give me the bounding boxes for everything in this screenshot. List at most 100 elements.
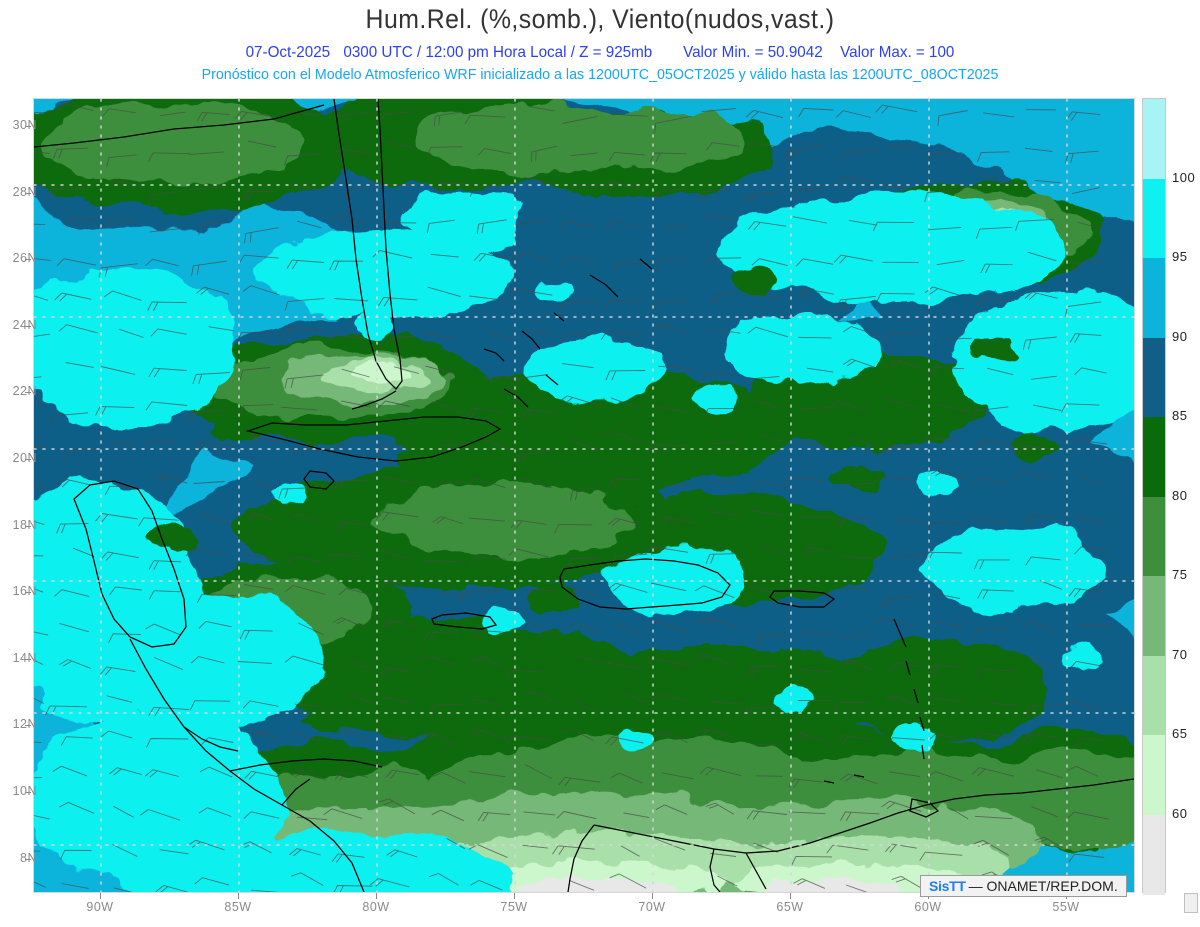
wind-barb <box>148 152 190 162</box>
wind-barb <box>333 885 373 892</box>
wind-barb <box>980 263 1013 274</box>
wind-barb <box>99 666 136 676</box>
wind-barb <box>717 875 738 887</box>
wind-barb <box>747 326 789 338</box>
wind-barb <box>242 553 273 560</box>
latitude-label-10n: 10N <box>12 784 37 798</box>
wind-barb <box>286 259 324 270</box>
coastlines <box>34 99 1134 892</box>
wind-barb <box>34 881 46 888</box>
wind-barb <box>430 253 459 258</box>
wind-barb <box>194 513 231 526</box>
wind-barb <box>572 699 593 711</box>
forecast-utc-time: 0300 UTC <box>343 44 413 61</box>
wind-barb <box>289 848 321 857</box>
longitude-tick <box>652 893 653 899</box>
wind-barb <box>34 223 46 226</box>
wind-barb <box>208 326 234 332</box>
wind-barb <box>196 111 230 122</box>
wind-barb <box>100 730 133 739</box>
wind-barb <box>332 617 364 628</box>
wind-barb <box>505 735 549 745</box>
wind-barb <box>886 737 925 747</box>
wind-barb <box>239 367 271 381</box>
wind-barb <box>53 147 88 159</box>
wind-barb <box>284 655 327 667</box>
wind-barb <box>611 113 648 117</box>
wind-barb <box>755 775 783 777</box>
wind-barb <box>788 811 826 815</box>
wind-barb <box>936 259 965 266</box>
wind-barb <box>185 548 226 557</box>
wind-barb <box>34 777 43 779</box>
wind-barb <box>977 151 1010 162</box>
wind-barb <box>842 483 872 485</box>
wind-barb <box>881 596 918 609</box>
wind-barb <box>1023 515 1057 525</box>
wind-barb <box>787 144 823 162</box>
wind-barb <box>1072 438 1108 445</box>
wind-barb <box>1027 251 1057 262</box>
wind-barb <box>1025 704 1059 716</box>
wind-barb <box>201 737 234 746</box>
wind-barb <box>515 220 547 226</box>
wind-barb <box>347 693 374 705</box>
wind-barb <box>376 511 419 521</box>
wind-barb <box>705 553 737 564</box>
wind-barb <box>148 190 183 206</box>
wind-barb <box>34 631 49 636</box>
wind-barb <box>975 733 1012 742</box>
wind-barb <box>145 258 179 267</box>
wind-barb <box>1014 470 1053 479</box>
wind-barb <box>562 363 594 369</box>
wind-barb <box>553 523 593 534</box>
wind-barb <box>568 185 601 196</box>
wind-barb <box>694 585 735 599</box>
latitude-tick <box>25 259 31 261</box>
latitude-label-12n: 12N <box>12 717 37 732</box>
wind-barb <box>849 436 876 447</box>
wind-barb <box>424 401 465 414</box>
latitude-label-20n: 20N <box>12 451 37 465</box>
wind-barb <box>59 622 90 633</box>
wind-barb <box>842 358 875 368</box>
wind-barb <box>34 401 44 405</box>
wind-barb <box>185 410 226 423</box>
latitude-tick <box>25 525 31 527</box>
colorbar[interactable] <box>1142 98 1166 895</box>
wind-barb <box>1074 546 1110 555</box>
wind-barb <box>842 326 880 337</box>
wind-barb <box>423 631 460 642</box>
wind-barb <box>601 430 641 444</box>
wind-barb <box>751 480 788 489</box>
wind-barb <box>609 873 647 889</box>
wind-barb <box>193 481 225 484</box>
wind-barb <box>700 213 736 221</box>
wind-barb <box>65 449 97 460</box>
wind-barb <box>296 816 328 821</box>
wind-barb <box>842 555 879 560</box>
wind-barb <box>113 887 134 892</box>
wind-barb <box>34 555 44 557</box>
wind-barb <box>468 728 507 740</box>
wind-barb <box>296 220 322 229</box>
wind-barb <box>569 879 595 891</box>
colorbar-band-75-80 <box>1143 496 1165 577</box>
wind-barb <box>845 884 868 892</box>
latitude-label-28n: 28N <box>12 184 37 199</box>
wind-barb <box>929 697 964 703</box>
gridlines <box>34 99 1134 892</box>
wind-barb <box>50 412 89 426</box>
meta-separator-1: / <box>416 44 422 61</box>
wind-barb <box>510 374 549 390</box>
wind-barb <box>699 766 742 777</box>
wind-barb <box>244 770 278 780</box>
wind-barb <box>654 838 686 851</box>
forecast-map[interactable] <box>33 98 1135 893</box>
wind-barb <box>459 589 501 602</box>
wind-barb <box>795 258 834 267</box>
wind-barb <box>1074 516 1107 524</box>
longitude-label-55w: 55W <box>1052 900 1080 914</box>
scroll-thumb[interactable] <box>1184 893 1198 913</box>
wind-barb <box>705 802 735 815</box>
